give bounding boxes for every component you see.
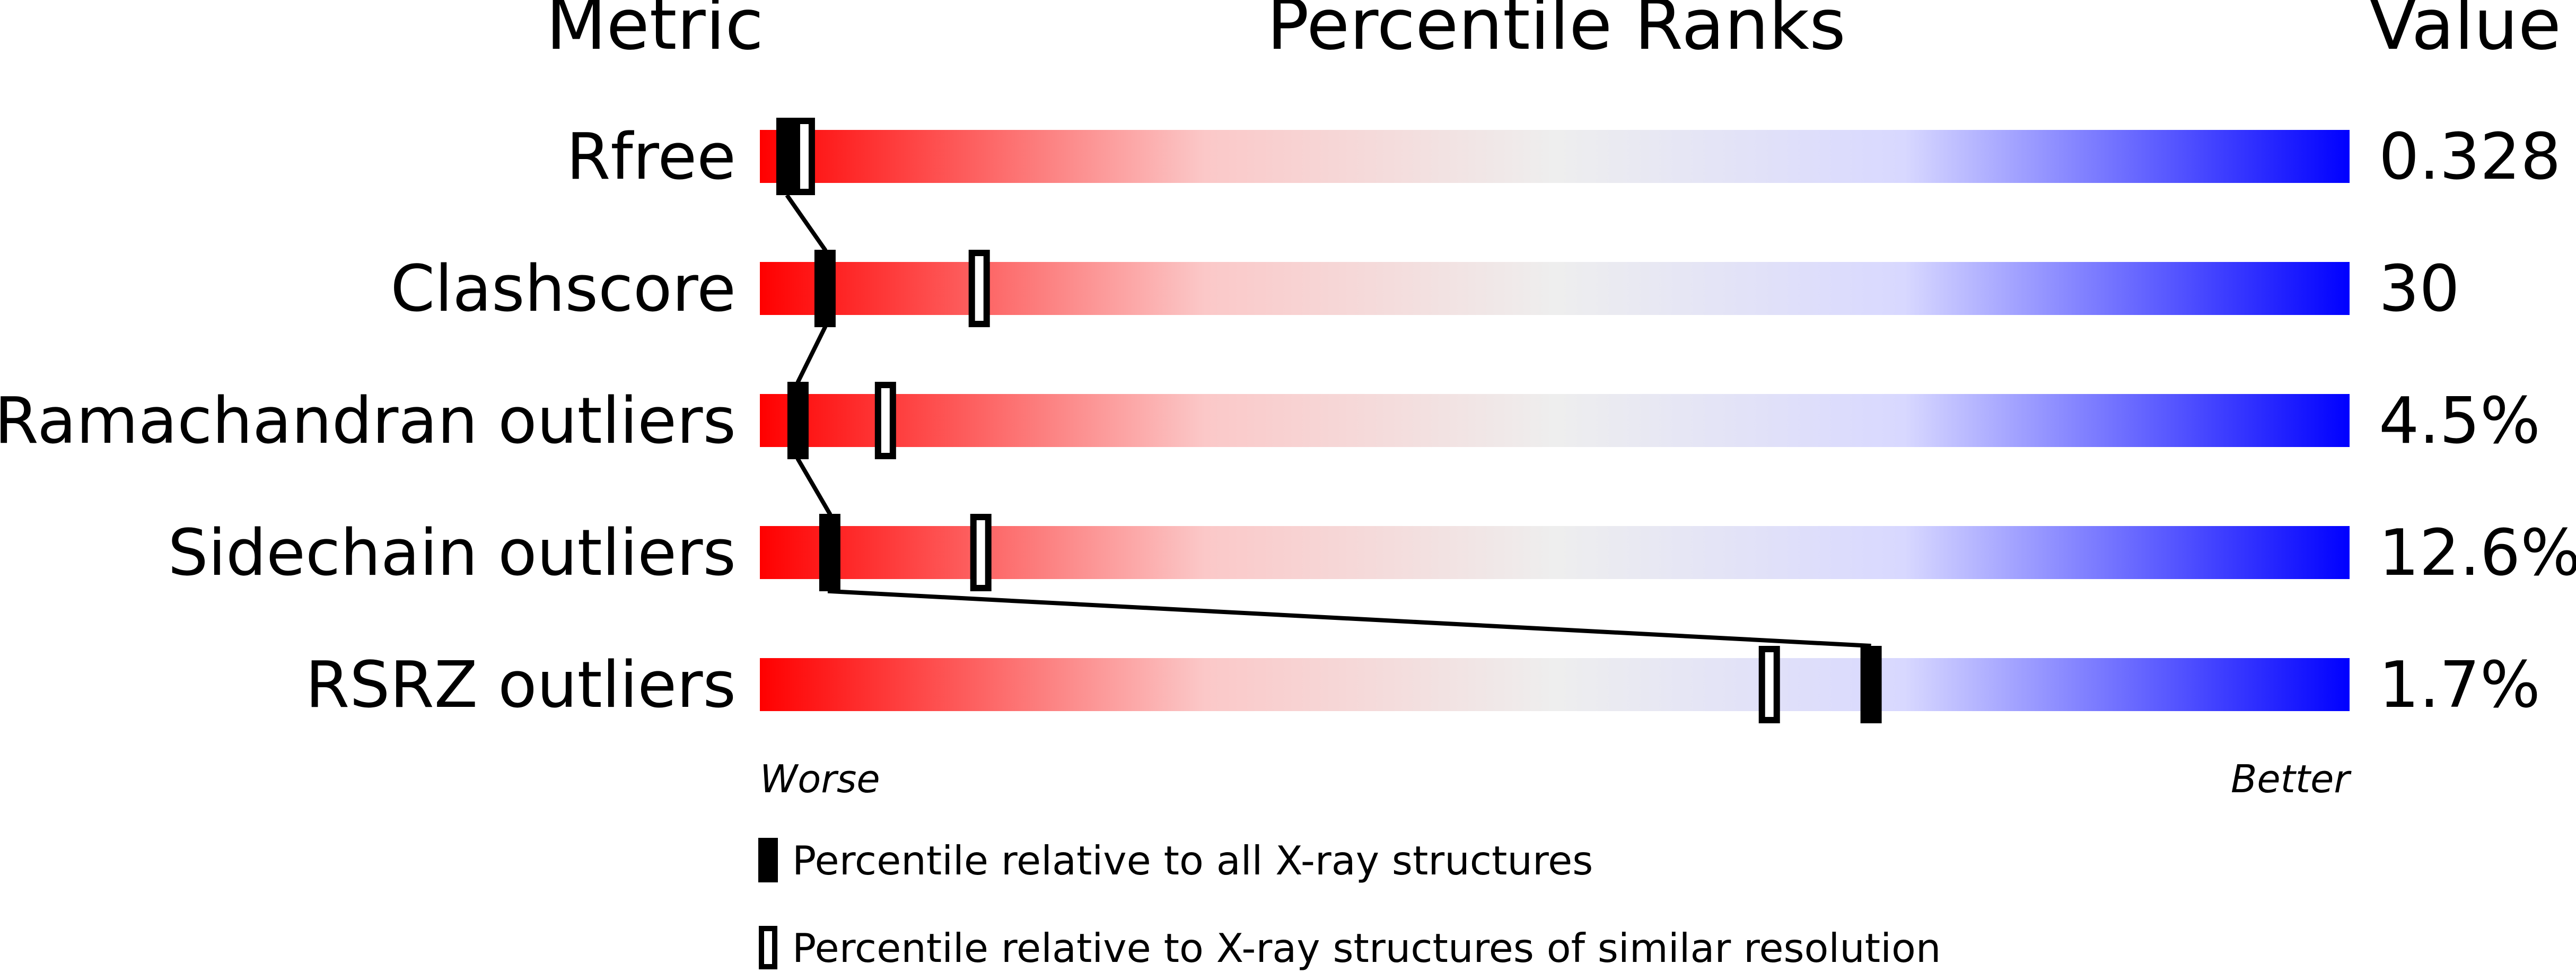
chart-title: Percentile Ranks [1267,0,1846,66]
metric-label-rsrz-outliers: RSRZ outliers [305,649,736,722]
percentile-bar-clashscore [760,262,2350,315]
metric-header: Metric [546,0,764,66]
metric-label-clashscore: Clashscore [390,252,736,326]
percentile-bar-sidechain-outliers [760,526,2350,579]
value-labels: 0.328 30 4.5% 12.6% 1.7% [2379,120,2576,722]
legend-outline-marker-icon [759,926,777,969]
bar-group [760,130,2350,711]
all-structures-marker-rsrz-outliers [1860,646,1882,723]
similar-resolution-marker-ramachandran-outliers [874,382,896,459]
metric-value-rsrz-outliers: 1.7% [2379,649,2540,722]
metric-label-ramachandran-outliers: Ramachandran outliers [0,384,736,458]
legend-label-filled: Percentile relative to all X-ray structu… [792,837,1593,884]
similar-resolution-marker-sidechain-outliers [970,514,992,591]
all-structures-marker-clashscore [814,250,836,327]
metric-value-sidechain-outliers: 12.6% [2379,516,2576,590]
metric-value-clashscore: 30 [2379,252,2460,326]
percentile-markers [776,118,1882,723]
percentile-bar-rsrz-outliers [760,658,2350,711]
similar-resolution-marker-rsrz-outliers [1758,646,1780,723]
legend-label-outline: Percentile relative to X-ray structures … [792,925,1941,971]
metric-value-ramachandran-outliers: 4.5% [2379,384,2540,458]
better-label: Better [2231,757,2352,801]
similar-resolution-marker-rfree [793,118,815,195]
metric-label-sidechain-outliers: Sidechain outliers [168,516,736,590]
percentile-bar-rfree [760,130,2350,183]
value-header: Value [2369,0,2561,66]
all-structures-marker-ramachandran-outliers [787,382,809,459]
legend: Percentile relative to all X-ray structu… [758,837,1941,971]
all-structures-marker-sidechain-outliers [819,514,840,591]
similar-resolution-marker-clashscore [968,250,990,327]
all-structures-marker-rfree [776,118,798,195]
worse-label: Worse [760,757,880,801]
legend-filled-marker-icon [758,838,778,882]
metric-labels: Rfree Clashscore Ramachandran outliers Side… [0,120,736,722]
metric-label-rfree: Rfree [566,120,736,194]
metric-value-rfree: 0.328 [2379,120,2561,194]
percentile-bar-ramachandran-outliers [760,394,2350,447]
